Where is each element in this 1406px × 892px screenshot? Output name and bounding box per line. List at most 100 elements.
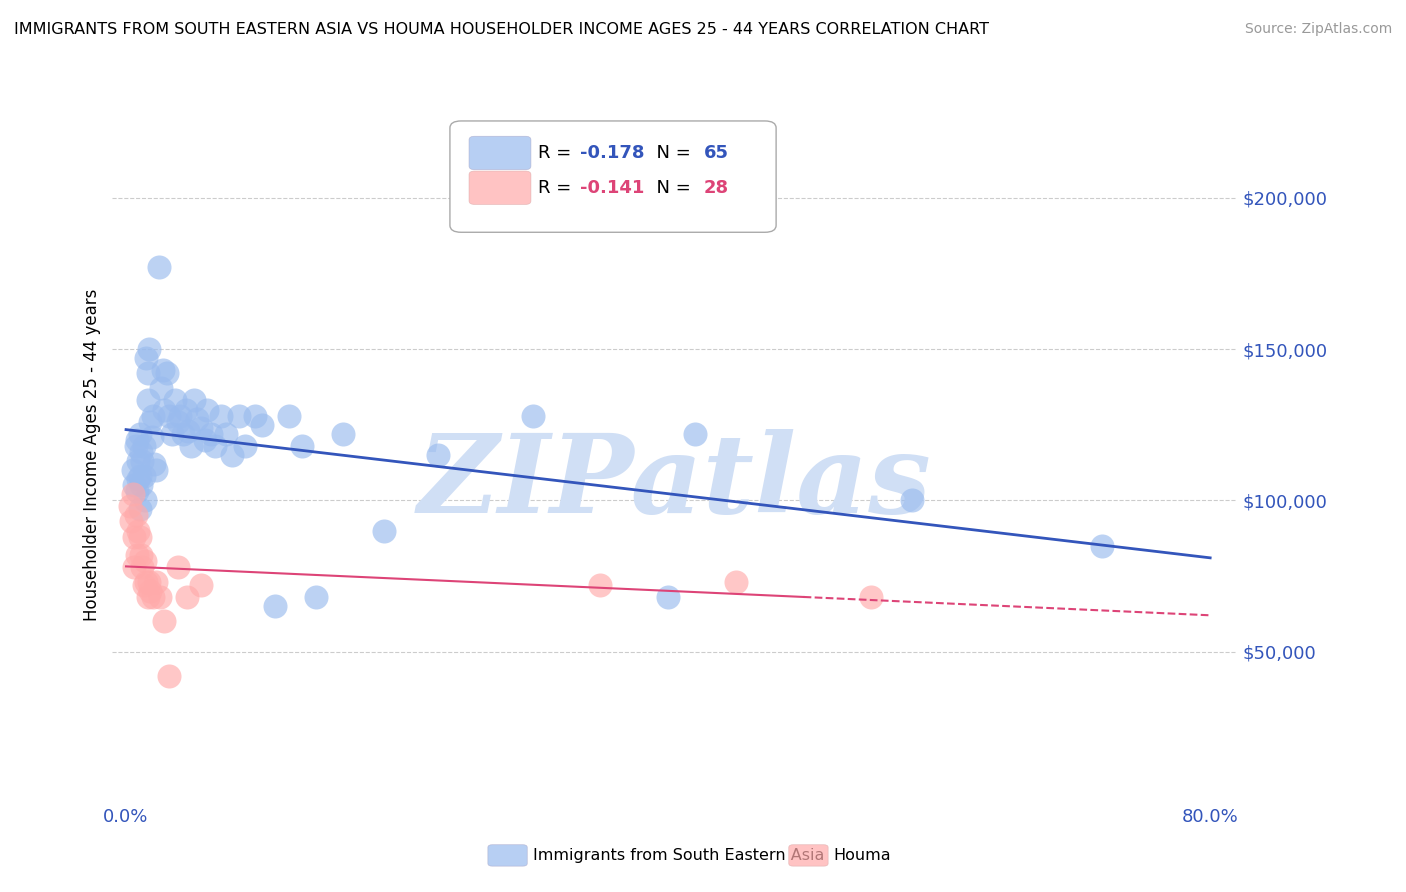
Point: [209, 409, 232, 423]
Point: [166, 415, 188, 429]
Point: [195, 402, 218, 417]
Point: [139, 415, 162, 429]
Point: [128, 530, 150, 544]
Point: [724, 574, 747, 589]
Point: [125, 548, 148, 562]
Point: [172, 426, 194, 441]
Text: Source: ZipAtlas.com: Source: ZipAtlas.com: [1244, 22, 1392, 37]
Point: [142, 590, 165, 604]
Text: Immigrants from South Eastern Asia: Immigrants from South Eastern Asia: [533, 848, 824, 863]
Text: N =: N =: [644, 144, 696, 162]
Point: [131, 454, 153, 468]
FancyBboxPatch shape: [470, 171, 531, 204]
Point: [264, 599, 287, 614]
Point: [121, 463, 143, 477]
Point: [186, 411, 208, 425]
Point: [1091, 539, 1114, 553]
Point: [901, 493, 924, 508]
Point: [132, 439, 155, 453]
Text: ZIPatlas: ZIPatlas: [418, 429, 932, 536]
Point: [166, 559, 188, 574]
Point: [129, 445, 152, 459]
Point: [153, 402, 176, 417]
Point: [134, 493, 156, 508]
Point: [163, 393, 186, 408]
Point: [157, 669, 180, 683]
Text: R =: R =: [537, 178, 576, 197]
Point: [142, 409, 165, 423]
Point: [122, 530, 145, 544]
Point: [139, 584, 162, 599]
Point: [228, 409, 250, 423]
Point: [522, 409, 544, 423]
Point: [121, 487, 143, 501]
Point: [194, 433, 217, 447]
Point: [426, 448, 449, 462]
Point: [127, 454, 149, 468]
Point: [129, 548, 152, 562]
Point: [120, 500, 142, 514]
Text: 28: 28: [704, 178, 730, 197]
Point: [177, 424, 200, 438]
Point: [145, 463, 167, 477]
Point: [243, 409, 266, 423]
Point: [190, 578, 212, 592]
Point: [156, 366, 179, 380]
Y-axis label: Householder Income Ages 25 - 44 years: Householder Income Ages 25 - 44 years: [83, 289, 101, 621]
Point: [160, 426, 183, 441]
Point: [169, 409, 191, 423]
Point: [152, 363, 174, 377]
Point: [125, 484, 148, 499]
Point: [122, 478, 145, 492]
FancyBboxPatch shape: [470, 136, 531, 169]
Point: [148, 260, 170, 275]
Point: [132, 578, 155, 592]
Point: [183, 393, 205, 408]
Point: [683, 426, 706, 441]
Point: [174, 402, 197, 417]
Point: [135, 351, 157, 365]
Point: [860, 590, 883, 604]
Point: [135, 574, 157, 589]
Point: [277, 409, 299, 423]
Text: -0.178: -0.178: [581, 144, 645, 162]
Point: [141, 430, 163, 444]
Text: IMMIGRANTS FROM SOUTH EASTERN ASIA VS HOUMA HOUSEHOLDER INCOME AGES 25 - 44 YEAR: IMMIGRANTS FROM SOUTH EASTERN ASIA VS HO…: [14, 22, 988, 37]
Point: [128, 502, 150, 516]
Point: [233, 439, 256, 453]
Point: [305, 590, 328, 604]
Point: [176, 590, 198, 604]
Point: [138, 342, 160, 356]
Point: [200, 426, 222, 441]
Point: [124, 439, 146, 453]
Point: [190, 420, 212, 434]
Point: [143, 457, 166, 471]
Point: [153, 615, 176, 629]
Point: [373, 524, 395, 538]
Point: [134, 554, 156, 568]
FancyBboxPatch shape: [450, 121, 776, 232]
Point: [180, 439, 202, 453]
Point: [215, 426, 238, 441]
Text: -0.141: -0.141: [581, 178, 645, 197]
Point: [157, 409, 180, 423]
Text: 65: 65: [704, 144, 730, 162]
Point: [291, 439, 314, 453]
Point: [589, 578, 612, 592]
Point: [145, 574, 167, 589]
Point: [128, 426, 150, 441]
Point: [128, 469, 150, 483]
Point: [132, 469, 155, 483]
Point: [127, 472, 149, 486]
Point: [221, 448, 243, 462]
Text: N =: N =: [644, 178, 696, 197]
Point: [125, 433, 148, 447]
Point: [149, 590, 172, 604]
Point: [204, 439, 226, 453]
Point: [136, 366, 159, 380]
Text: R =: R =: [537, 144, 576, 162]
Text: Houma: Houma: [834, 848, 891, 863]
Point: [127, 524, 149, 538]
Point: [120, 515, 142, 529]
Point: [129, 478, 152, 492]
